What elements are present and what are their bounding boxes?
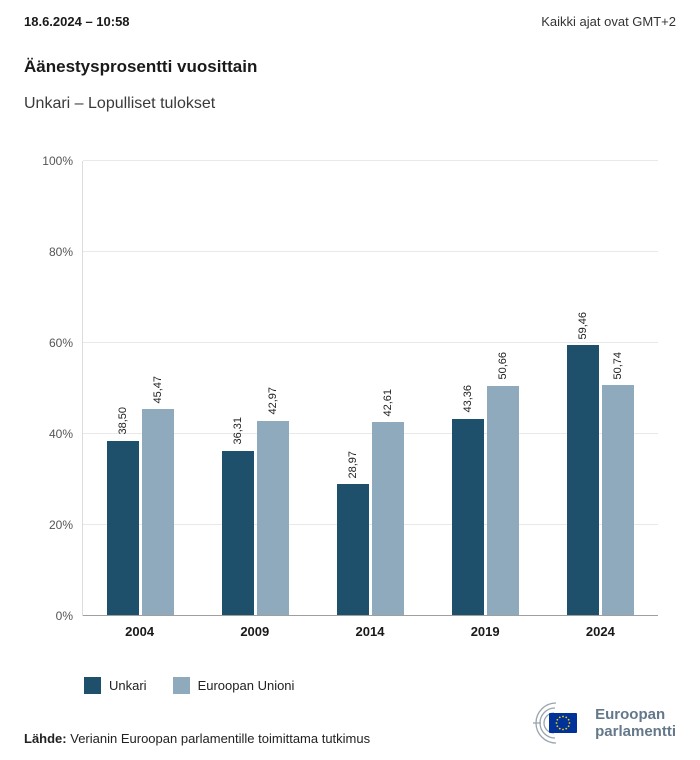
y-axis-tick-label: 40% — [48, 427, 73, 441]
x-axis-labels: 2004 2009 2014 2019 2024 — [82, 624, 658, 639]
legend-item: Unkari — [84, 677, 147, 694]
ep-logo-line1: Euroopan — [595, 705, 666, 723]
source-label: Lähde: — [24, 731, 67, 746]
eu-flag-star — [558, 716, 561, 719]
eu-flag-star — [558, 727, 561, 730]
gridline — [83, 160, 658, 161]
bar-eu — [372, 422, 404, 616]
eu-flag-star — [565, 727, 568, 730]
legend-swatch — [84, 677, 101, 694]
bar-value-label: 28,97 — [346, 450, 359, 479]
gridline — [83, 433, 658, 434]
y-axis-tick-label: 0% — [55, 609, 73, 623]
eu-flag-star — [562, 728, 565, 731]
bar-value-label: 42,61 — [381, 388, 394, 417]
ep-logo-icon — [533, 702, 578, 744]
bar-value-label: 45,47 — [151, 375, 164, 404]
legend-label: Euroopan Unioni — [197, 678, 295, 693]
bar-value-label: 42,97 — [266, 386, 279, 415]
legend-swatch — [172, 677, 190, 694]
bar-group: 36,31 42,97 — [222, 161, 289, 616]
bar-column: 36,31 — [222, 161, 254, 616]
bar-unkari — [337, 484, 369, 616]
bar-group: 38,50 45,47 — [107, 161, 174, 616]
bar-value-label: 43,36 — [461, 385, 474, 413]
source-note: Lähde: Verianin Euroopan parlamentille t… — [24, 731, 370, 746]
bar-value-label: 38,50 — [116, 407, 129, 435]
bar-value-label: 59,46 — [576, 311, 589, 340]
bar-column: 42,97 — [257, 161, 289, 616]
y-axis-tick-label: 100% — [42, 154, 73, 168]
bar-column: 43,36 — [452, 161, 484, 616]
turnout-bar-chart: 0% 20% 40% 60% 80% 100% 38,50 45,47 36,31 42,97 28… — [42, 154, 658, 639]
ep-logo-line2: parlamentti — [595, 723, 676, 740]
bar-value-label: 36,31 — [231, 417, 244, 445]
bar-unkari — [107, 440, 139, 616]
x-axis-tick-label: 2004 — [125, 624, 155, 639]
eu-flag-star — [555, 722, 558, 724]
legend-item: Euroopan Unioni — [172, 677, 295, 694]
bar-unkari — [452, 418, 484, 616]
ep-logo-text: Euroopan parlamentti — [595, 706, 676, 741]
bar-value-label: 50,66 — [496, 351, 509, 380]
bar-groups: 38,50 45,47 36,31 42,97 28,97 42,61 43,36 50,66… — [83, 161, 658, 616]
bar-value-label: 50,74 — [611, 351, 624, 380]
top-bar: 18.6.2024 – 10:58 Kaikki ajat ovat GMT+2 — [24, 14, 676, 29]
gridline — [83, 342, 658, 343]
bar-column: 42,61 — [372, 161, 404, 616]
legend-label: Unkari — [109, 678, 147, 693]
x-axis-tick-label: 2019 — [470, 624, 500, 639]
bar-column: 50,66 — [487, 161, 519, 616]
bar-column: 38,50 — [107, 161, 139, 616]
y-axis-tick-label: 60% — [48, 336, 73, 350]
eu-flag-star — [562, 715, 565, 718]
bar-column: 45,47 — [142, 161, 174, 616]
bar-unkari — [567, 345, 599, 616]
x-axis-tick-label: 2024 — [585, 624, 615, 639]
x-axis-tick-label: 2009 — [240, 624, 270, 639]
bar-unkari — [222, 450, 254, 616]
eu-flag-star — [567, 725, 570, 728]
bar-column: 28,97 — [337, 161, 369, 616]
x-axis-tick-label: 2014 — [355, 624, 385, 639]
gridline — [83, 615, 658, 616]
footer: Lähde: Verianin Euroopan parlamentille t… — [24, 700, 676, 746]
chart-legend: Unkari Euroopan Unioni — [84, 677, 676, 694]
ep-logo: Euroopan parlamentti — [525, 700, 676, 746]
timezone-note: Kaikki ajat ovat GMT+2 — [541, 14, 676, 29]
gridline — [83, 524, 658, 525]
bar-group: 43,36 50,66 — [452, 161, 519, 616]
bar-eu — [142, 409, 174, 616]
bar-column: 59,46 — [567, 161, 599, 616]
eu-flag-star — [556, 725, 559, 728]
eu-flag-star — [565, 716, 568, 719]
eu-flag-star — [567, 718, 570, 721]
bar-group: 59,46 50,74 — [567, 161, 634, 616]
page-subtitle: Unkari – Lopulliset tulokset — [24, 95, 216, 112]
report-datetime: 18.6.2024 – 10:58 — [24, 14, 130, 29]
page-title: Äänestysprosentti vuosittain — [24, 57, 258, 76]
bar-eu — [602, 385, 634, 616]
bar-column: 50,74 — [602, 161, 634, 616]
gridline — [83, 251, 658, 252]
eu-flag-star — [556, 718, 559, 721]
y-axis-tick-label: 20% — [48, 518, 73, 532]
bar-group: 28,97 42,61 — [337, 161, 404, 616]
bar-eu — [487, 385, 519, 616]
eu-flag-star — [568, 722, 571, 724]
source-text: Verianin Euroopan parlamentille toimitta… — [70, 731, 371, 746]
plot-area: 0% 20% 40% 60% 80% 100% 38,50 45,47 36,31 42,97 28… — [42, 154, 658, 623]
bar-eu — [257, 420, 289, 616]
y-axis-tick-label: 80% — [48, 245, 73, 259]
